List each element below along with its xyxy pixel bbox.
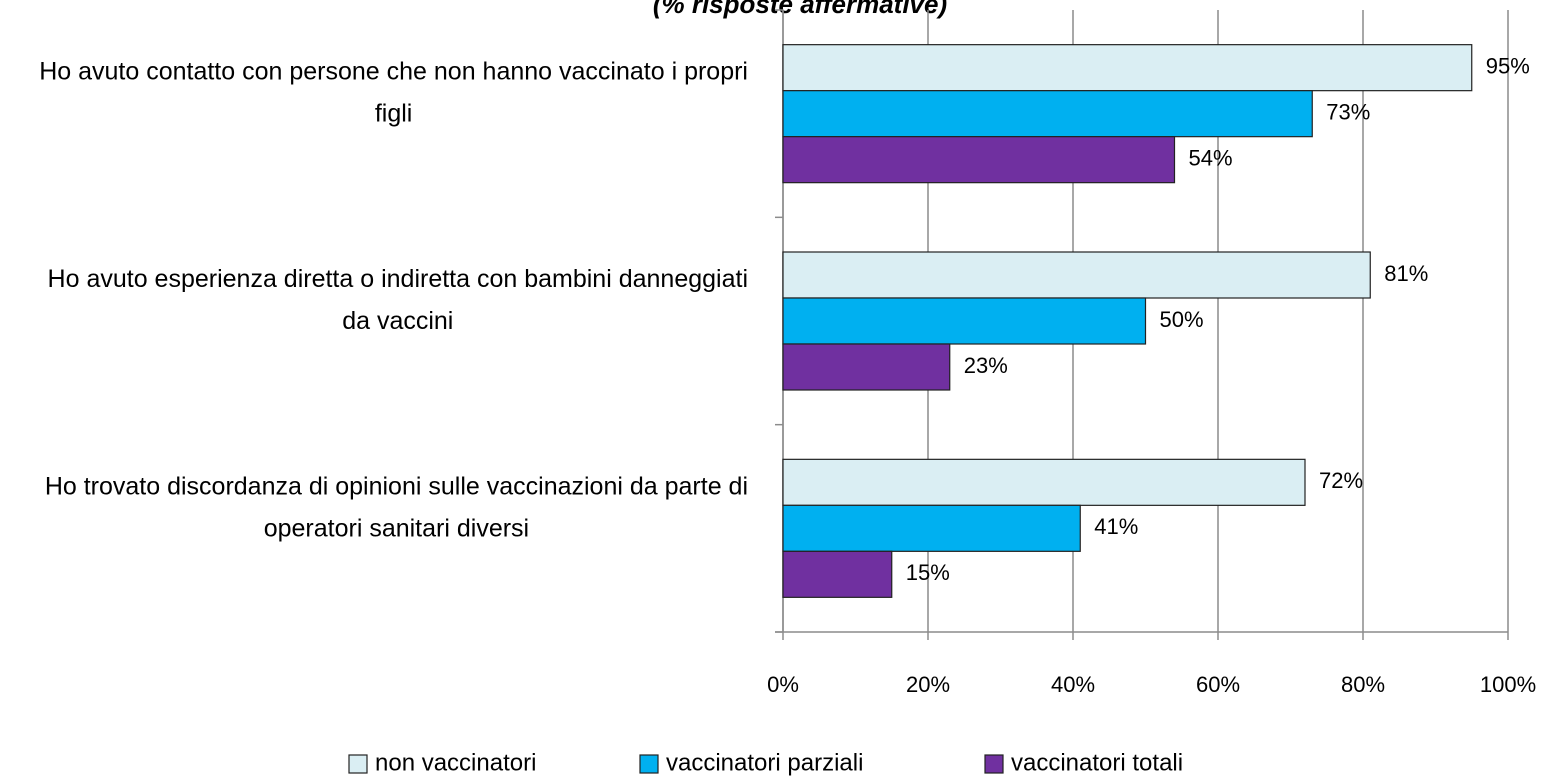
bar	[782, 44, 1473, 92]
y-tick-label: Ho avuto contatto con persone che non ha…	[39, 57, 748, 127]
legend-label: non vaccinatori	[375, 749, 536, 776]
legend-swatch	[984, 754, 1004, 774]
data-label: 41%	[1094, 514, 1138, 539]
chart-title: (% risposte affermative)	[653, 0, 947, 19]
bar	[782, 550, 893, 598]
legend-label: vaccinatori totali	[1011, 749, 1183, 776]
bar	[782, 343, 951, 391]
x-tick-label: 80%	[1341, 672, 1385, 697]
bar	[782, 251, 1371, 299]
x-tick-label: 60%	[1196, 672, 1240, 697]
data-label: 73%	[1326, 99, 1370, 124]
data-label: 54%	[1189, 145, 1233, 170]
data-label: 81%	[1384, 261, 1428, 286]
x-tick-label: 0%	[767, 672, 799, 697]
bar	[782, 458, 1306, 506]
bar	[782, 90, 1313, 138]
y-tick-label: Ho trovato discordanza di opinioni sulle…	[45, 472, 748, 542]
y-tick-label: Ho avuto esperienza diretta o indiretta …	[48, 265, 748, 335]
bar	[782, 297, 1147, 345]
legend-label: vaccinatori parziali	[666, 749, 863, 776]
data-label: 50%	[1160, 307, 1204, 332]
x-tick-label: 100%	[1480, 672, 1536, 697]
legend-swatch	[348, 754, 368, 774]
data-label: 23%	[964, 353, 1008, 378]
data-label: 15%	[906, 560, 950, 585]
data-label: 95%	[1486, 53, 1530, 78]
data-label: 72%	[1319, 468, 1363, 493]
x-tick-label: 20%	[906, 672, 950, 697]
bar	[782, 136, 1176, 184]
bar	[782, 504, 1081, 552]
x-tick-label: 40%	[1051, 672, 1095, 697]
legend-swatch	[639, 754, 659, 774]
